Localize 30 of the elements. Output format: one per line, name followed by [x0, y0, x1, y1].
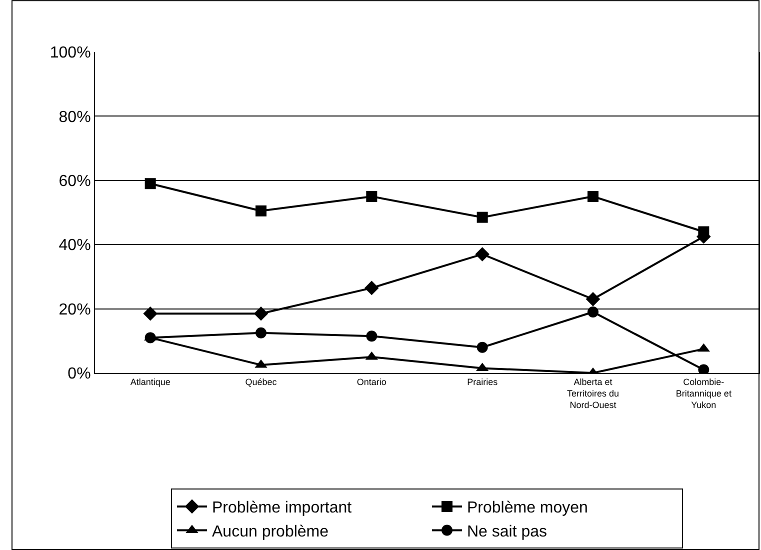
point [475, 247, 490, 262]
y-tick-label: 60% [58, 173, 91, 190]
point [476, 212, 488, 223]
legend-label: Ne sait pas [467, 524, 548, 540]
x-tick-label: Alberta et Territoires du Nord-Ouest [566, 376, 620, 410]
point [143, 306, 158, 321]
x-tick-label: Québec [245, 376, 278, 387]
y-tick-label: 40% [58, 237, 91, 254]
legend-label: Aucun problème [212, 524, 329, 540]
legend-label: Problème important [212, 500, 352, 517]
point [144, 178, 156, 190]
legend-label: Problème moyen [467, 500, 588, 517]
point [256, 205, 266, 216]
y-tick-label: 80% [58, 108, 91, 126]
point [588, 306, 598, 318]
point [364, 280, 379, 296]
x-tick-label: Atlantique [130, 376, 170, 387]
point [586, 292, 600, 306]
y-tick-label: 0% [68, 366, 91, 383]
x-tick-label: Colombie-Britannique et Yukon [676, 376, 732, 410]
x-tick-label: Ontario [356, 376, 386, 387]
x-tick-label: Prairies [467, 376, 498, 387]
point [366, 190, 378, 202]
point [256, 327, 266, 338]
point [476, 342, 488, 353]
y-tick-label: 20% [58, 301, 91, 318]
y-tick-label: 100% [50, 44, 91, 62]
point [588, 190, 598, 202]
point [254, 306, 268, 321]
point [366, 330, 378, 342]
